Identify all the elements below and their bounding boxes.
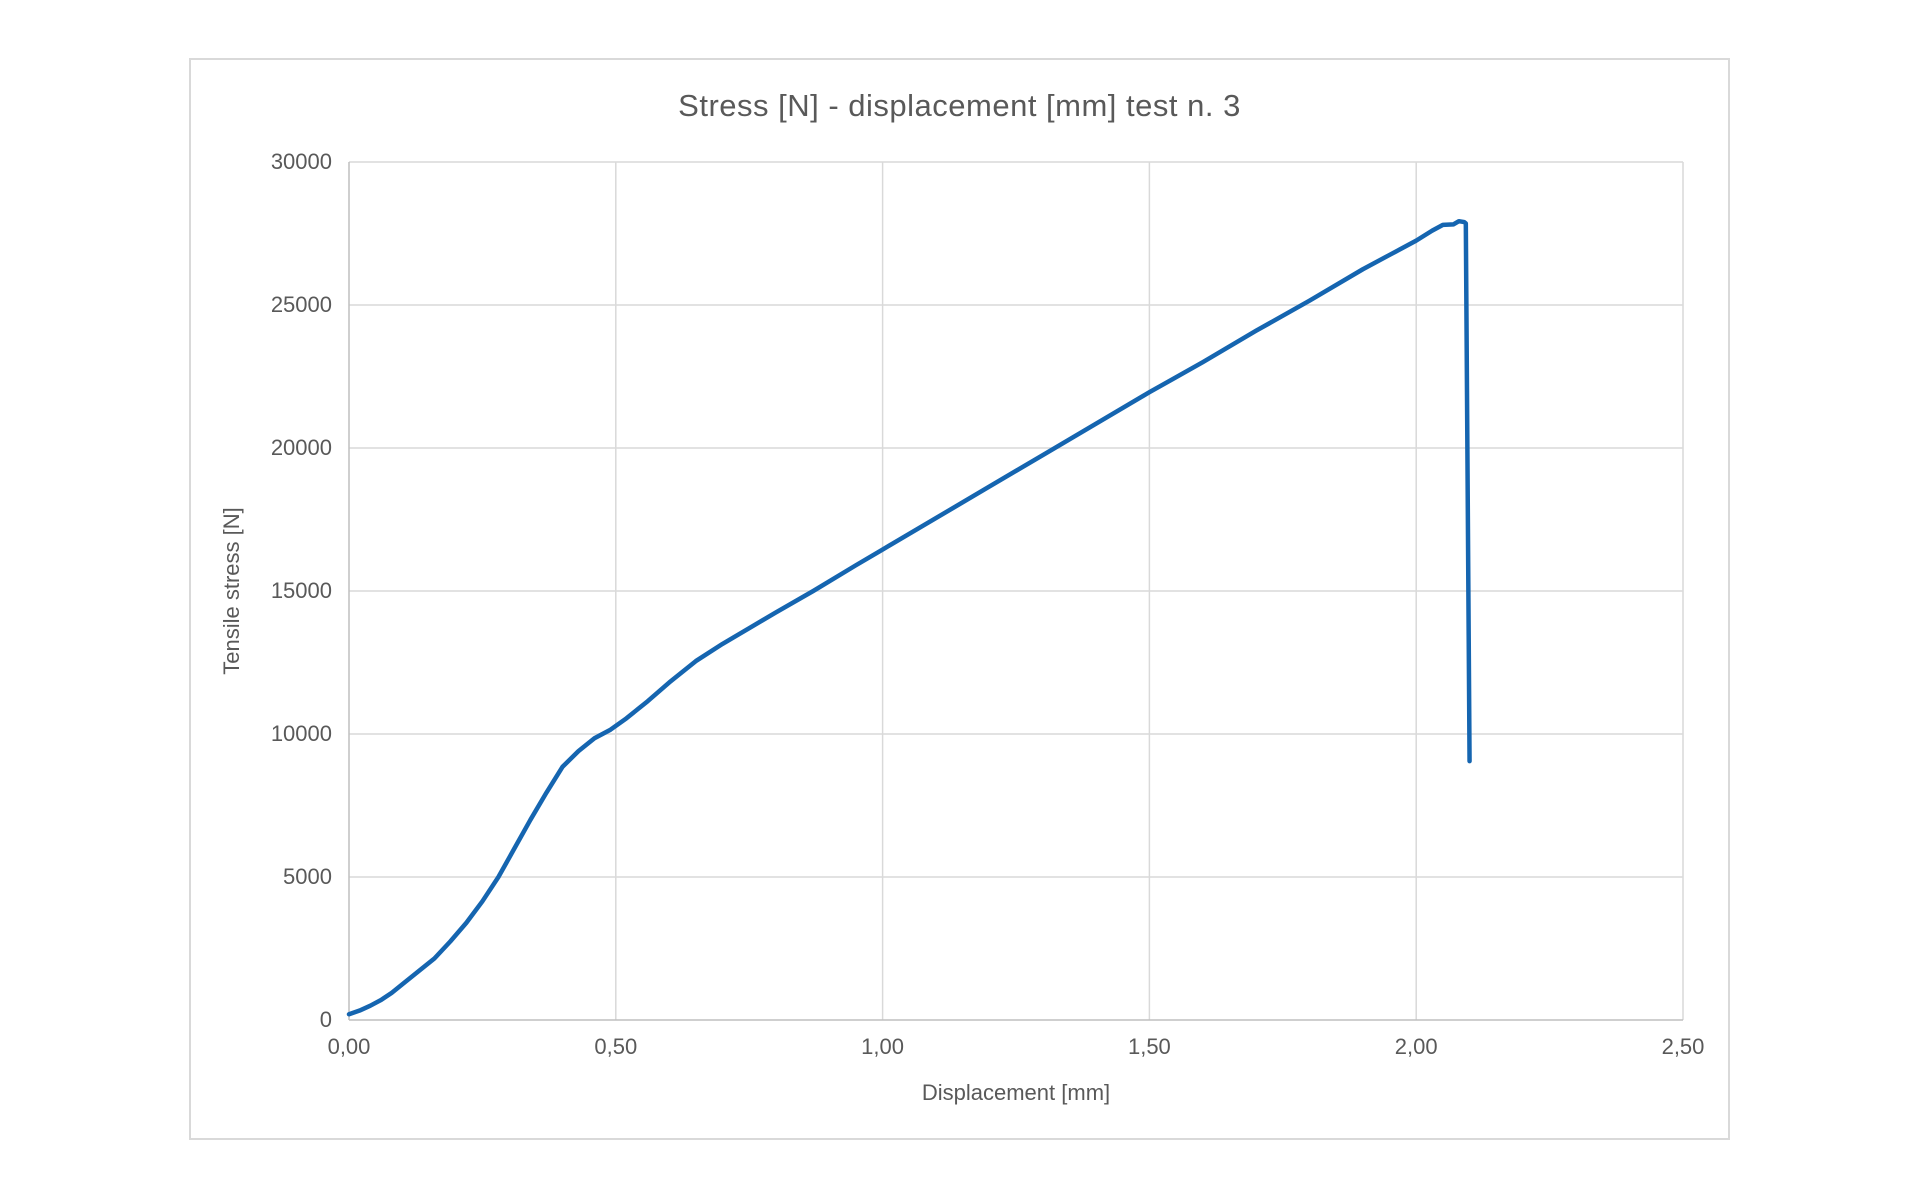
plot-area <box>346 161 1684 1021</box>
y-tick-label: 30000 <box>270 149 332 174</box>
y-tick-label: 20000 <box>270 435 332 460</box>
x-tick-label: 1,50 <box>1127 1034 1171 1059</box>
chart-title: Stress [N] - displacement [mm] test n. 3 <box>678 88 1241 123</box>
x-tick-label: 0,50 <box>594 1034 638 1059</box>
x-tick-label: 2,50 <box>1661 1034 1705 1059</box>
y-tick-label: 0 <box>319 1007 332 1032</box>
chart-frame[interactable]: Stress [N] - displacement [mm] test n. 3… <box>189 58 1730 1140</box>
y-tick-label: 25000 <box>270 292 332 317</box>
y-axis-title: Tensile stress [N] <box>219 507 244 675</box>
y-tick-label: 10000 <box>270 721 332 746</box>
y-tick-label: 5000 <box>283 864 332 889</box>
y-tick-label: 15000 <box>270 578 332 603</box>
x-tick-label: 1,00 <box>861 1034 904 1059</box>
x-tick-label: 2,00 <box>1394 1034 1438 1059</box>
series-line <box>346 218 1472 1017</box>
x-tick-label: 0,00 <box>327 1034 371 1059</box>
x-axis-title: Displacement [mm] <box>921 1080 1111 1105</box>
